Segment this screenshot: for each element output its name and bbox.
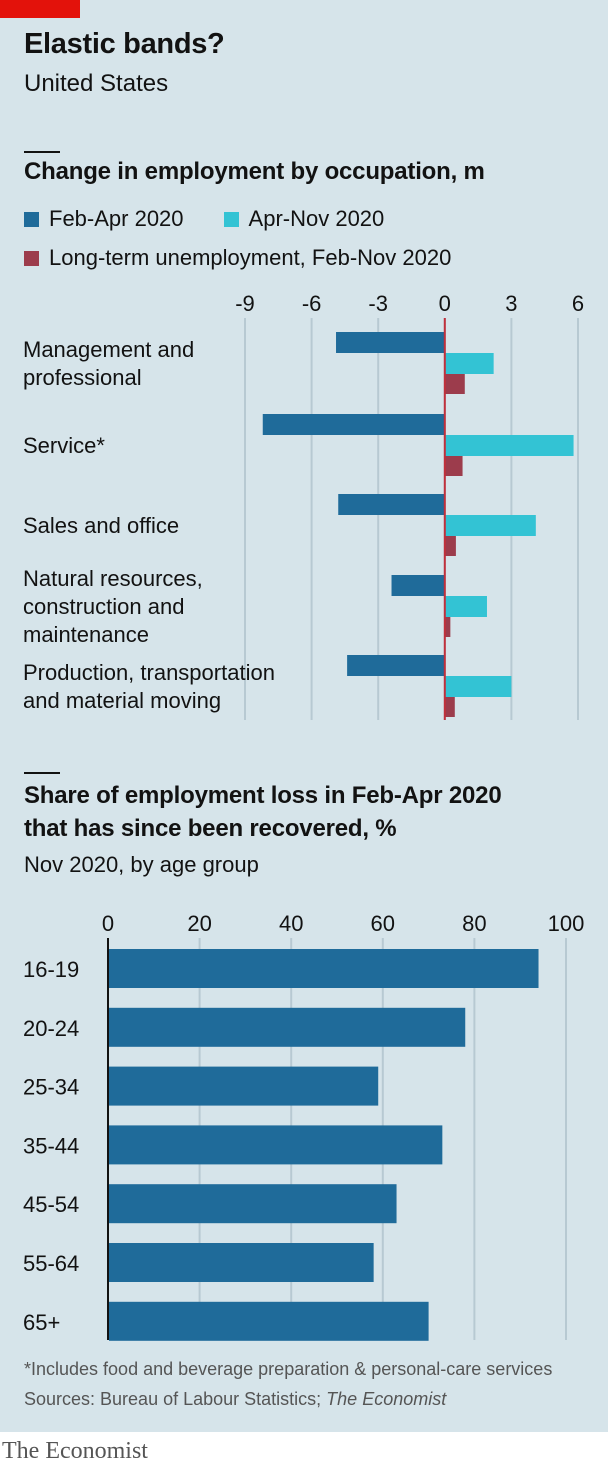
- legend-label-long-term-rest: Feb-Nov 2020: [305, 245, 452, 270]
- bar-age-group: [109, 1243, 374, 1282]
- category-label: 16-19: [23, 957, 79, 982]
- x-tick-label: -6: [302, 291, 322, 316]
- x-tick-label: -9: [235, 291, 255, 316]
- bar-apr-nov: [444, 435, 574, 456]
- legend-item-feb-apr: Feb-Apr 2020: [24, 206, 184, 232]
- category-label: 65+: [23, 1310, 60, 1335]
- legend-item-apr-nov: Apr-Nov 2020: [223, 206, 385, 232]
- bar-age-group: [109, 949, 539, 988]
- sources: Sources: Bureau of Labour Statistics; Th…: [24, 1389, 446, 1410]
- sources-prefix: Sources: Bureau of Labour Statistics;: [24, 1389, 327, 1409]
- age-group-bar-chart: 0 20 40 60 80 100 16-19 20-24 25-34 35-44 45-54 55-…: [23, 911, 585, 1341]
- bar-feb-apr: [336, 332, 445, 353]
- legend-label-long-term-bold: Long-term unemployment,: [49, 245, 306, 270]
- x-tick-label: 100: [548, 911, 585, 936]
- bar-feb-apr: [347, 655, 445, 676]
- bar-long-term: [444, 456, 463, 476]
- page-subtitle: United States: [24, 70, 169, 97]
- legend-label-feb-apr: Feb-Apr 2020: [49, 206, 184, 231]
- chart2-subtitle: Nov 2020, by age group: [24, 852, 259, 877]
- category-label: professional: [23, 365, 142, 390]
- legend-item-long-term: Long-term unemployment, Feb-Nov 2020: [24, 245, 451, 271]
- chart1-legend-row2: Long-term unemployment, Feb-Nov 2020: [24, 245, 491, 271]
- bar-feb-apr: [391, 575, 445, 596]
- page-title: Elastic bands?: [24, 28, 225, 60]
- bar-age-group: [109, 1184, 397, 1224]
- category-label: 25-34: [23, 1075, 79, 1100]
- legend-label-apr-nov: Apr-Nov 2020: [248, 206, 385, 231]
- bar-long-term: [444, 374, 465, 394]
- legend-swatch-apr-nov: [223, 211, 239, 227]
- chart1-legend: Feb-Apr 2020 Apr-Nov 2020: [24, 206, 424, 232]
- x-tick-label: 40: [279, 911, 303, 936]
- x-tick-label: 0: [102, 911, 114, 936]
- category-label: 20-24: [23, 1016, 79, 1041]
- category-label: 55-64: [23, 1251, 79, 1276]
- bar-feb-apr: [338, 494, 445, 515]
- category-label: Production, transportation: [23, 660, 275, 685]
- x-tick-label: 80: [462, 911, 486, 936]
- section-rule-2: [24, 772, 60, 774]
- category-label: and material moving: [23, 688, 221, 713]
- bar-long-term: [444, 617, 451, 637]
- category-label: 35-44: [23, 1133, 79, 1158]
- footnote: *Includes food and beverage preparation …: [24, 1359, 553, 1379]
- category-label: Sales and office: [23, 513, 179, 538]
- bar-apr-nov: [444, 515, 536, 536]
- chart2-title-line2: that has since been recovered, %: [24, 815, 397, 842]
- x-tick-label: 6: [572, 291, 584, 316]
- category-label: maintenance: [23, 622, 149, 647]
- bar-apr-nov: [444, 596, 487, 617]
- bar-feb-apr: [262, 414, 445, 435]
- section-rule-1: [24, 151, 60, 153]
- category-label: construction and: [23, 594, 184, 619]
- x-tick-label: 60: [371, 911, 395, 936]
- sources-italic: The Economist: [326, 1389, 447, 1409]
- brand-red-tab: [0, 0, 80, 18]
- category-label: Management and: [23, 337, 194, 362]
- bar-long-term: [444, 536, 456, 556]
- x-tick-label: 20: [187, 911, 211, 936]
- legend-swatch-long-term: [24, 250, 39, 266]
- bar-age-group: [109, 1125, 443, 1165]
- bar-age-group: [109, 1301, 429, 1341]
- legend-swatch-feb-apr: [24, 211, 39, 227]
- category-label: 45-54: [23, 1192, 79, 1217]
- category-label: Natural resources,: [23, 566, 203, 591]
- chart2-title-line1: Share of employment loss in Feb-Apr 2020: [24, 782, 502, 809]
- bar-age-group: [109, 1066, 379, 1106]
- brand-wordmark: The Economist: [2, 1438, 148, 1464]
- bar-long-term: [444, 697, 455, 717]
- category-label: Service*: [23, 433, 105, 458]
- bar-apr-nov: [444, 353, 494, 374]
- chart1-title: Change in employment by occupation, m: [24, 158, 485, 185]
- occupation-bar-chart: -9 -6 -3 0 3 6 Management and professional Servi…: [23, 291, 584, 720]
- bar-apr-nov: [444, 676, 512, 697]
- x-tick-label: 0: [439, 291, 451, 316]
- x-tick-label: 3: [505, 291, 517, 316]
- bar-age-group: [109, 1007, 466, 1047]
- x-tick-label: -3: [368, 291, 388, 316]
